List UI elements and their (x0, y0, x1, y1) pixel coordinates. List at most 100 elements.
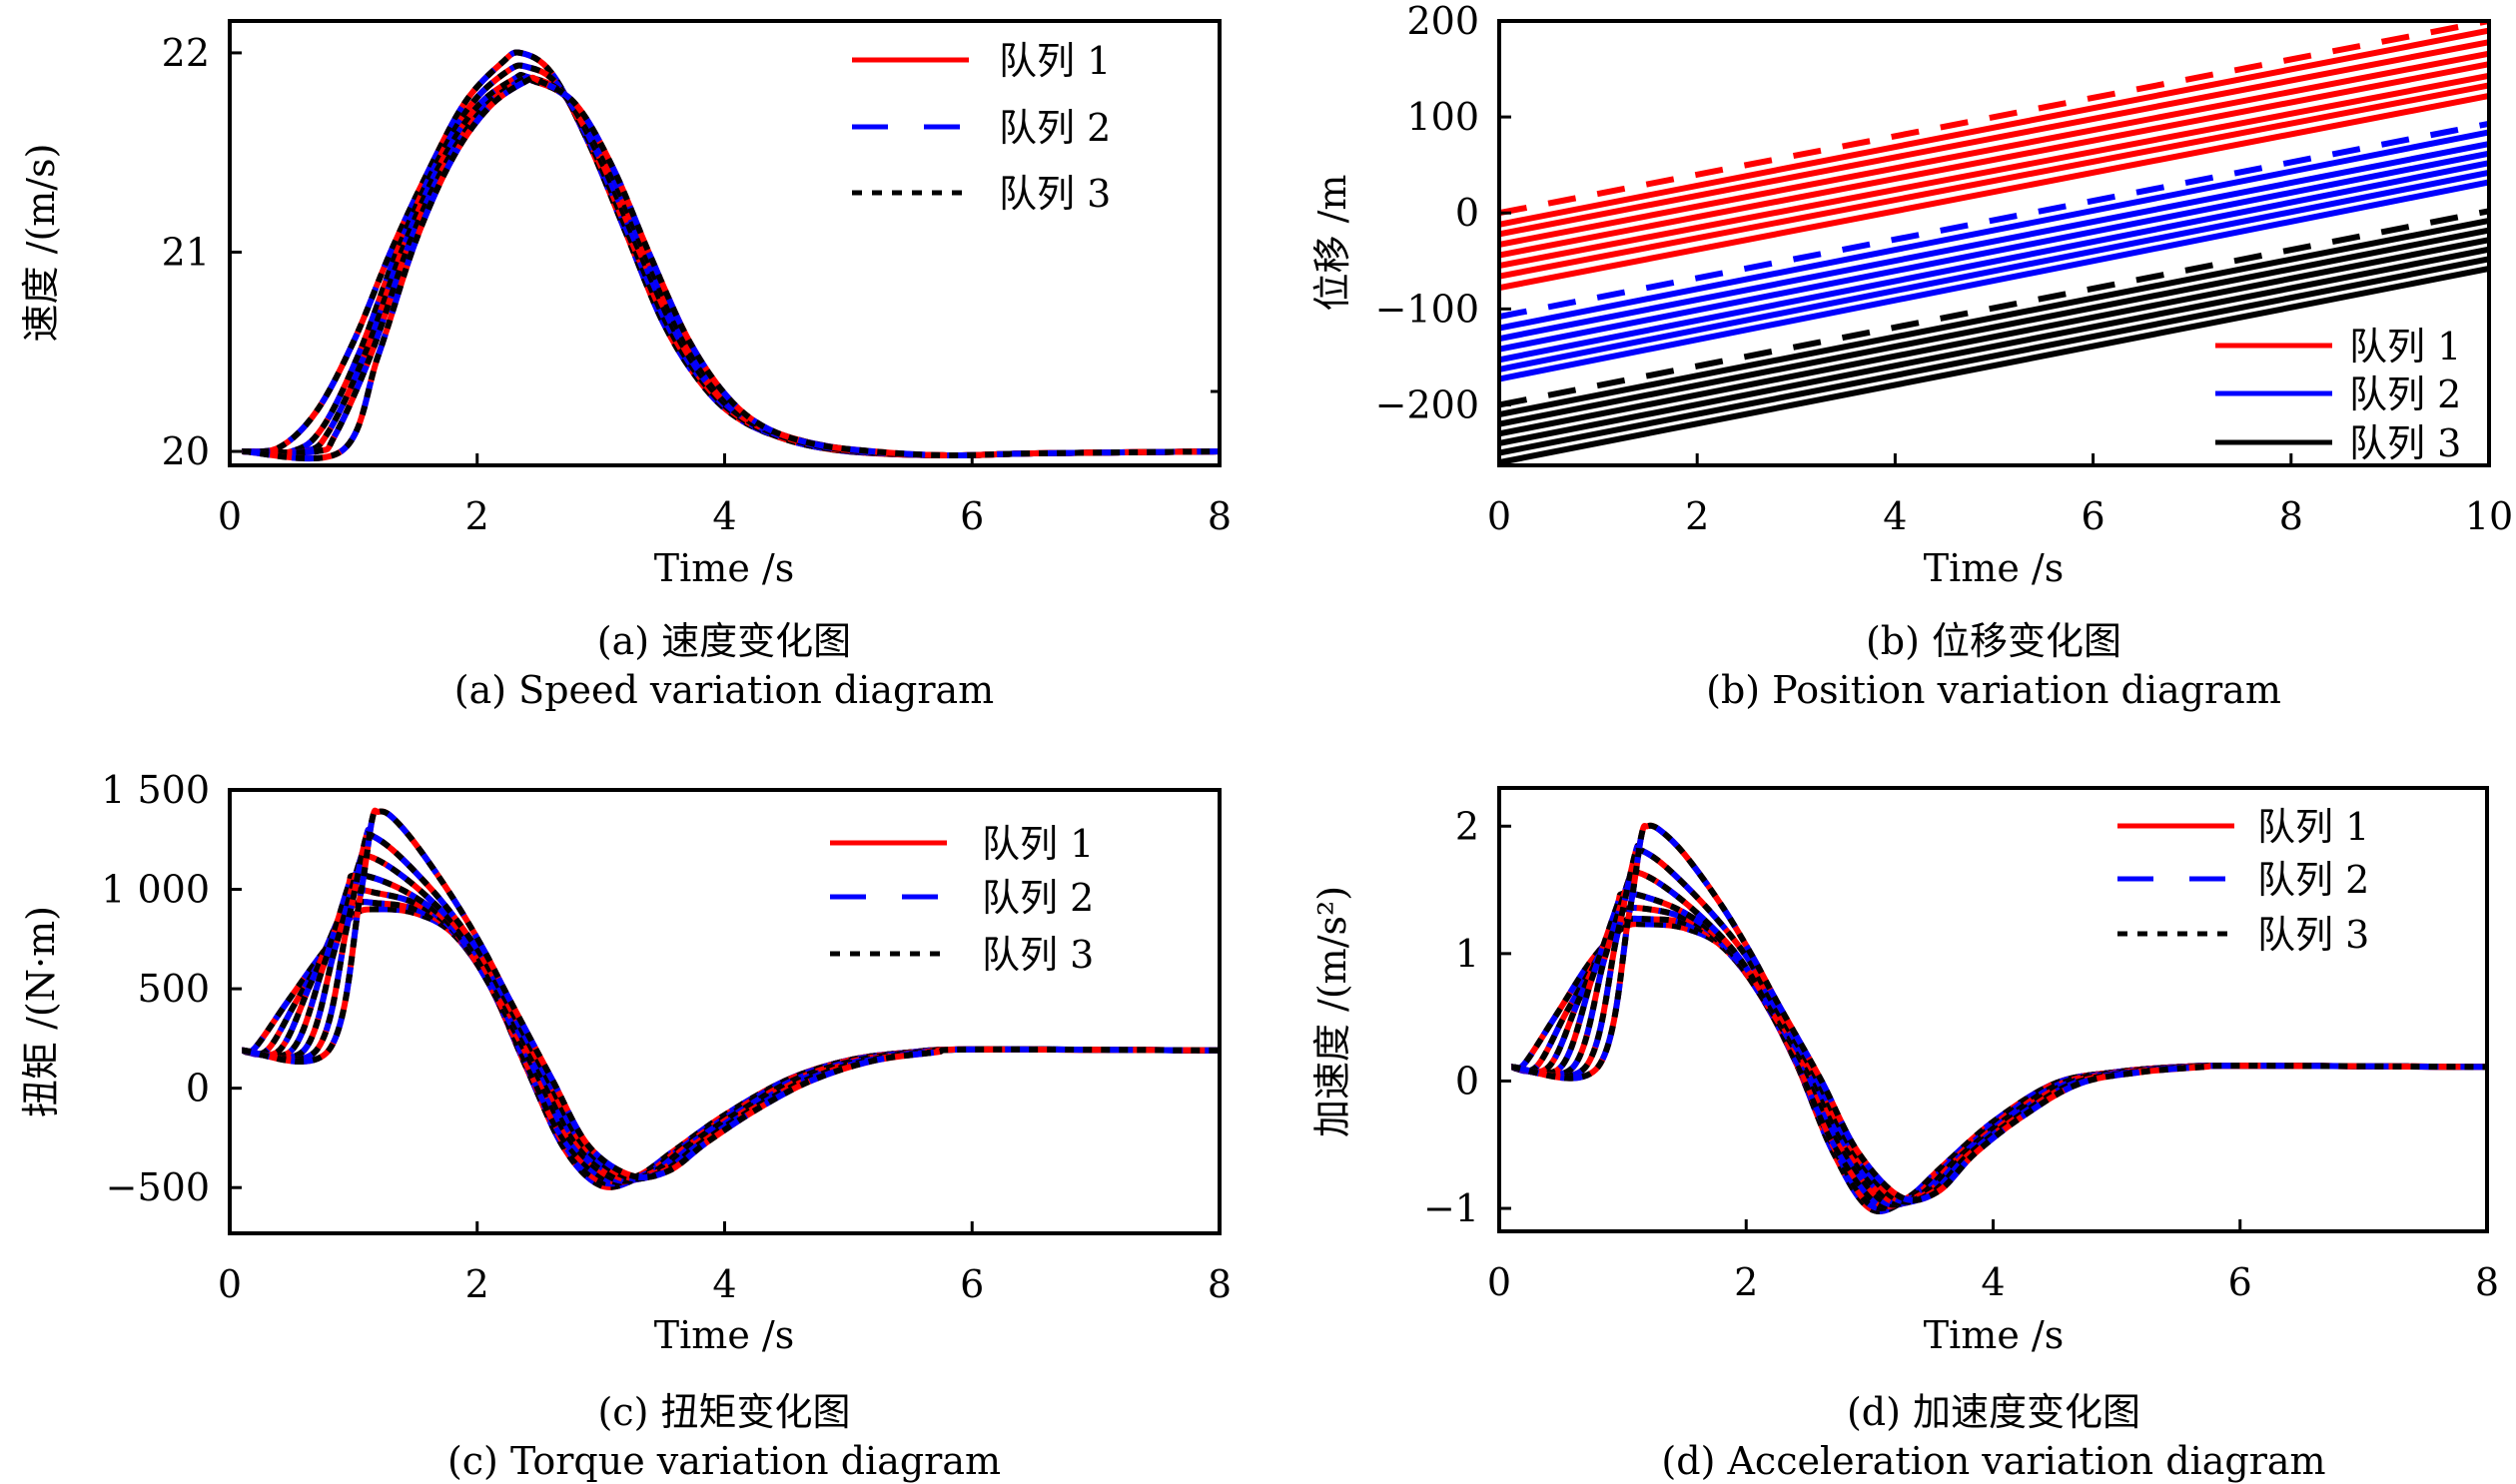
panel-a-legend: 队列 1 队列 2 队列 3 (852, 39, 1111, 216)
legend-label-3: 队列 3 (2349, 421, 2461, 465)
series-2-vehicle-6-line (242, 826, 1220, 1182)
y-tick-label: 0 (1455, 191, 1479, 235)
panel-b-frame (1497, 19, 2491, 467)
panel-b-x-axis-title: Time /s (1924, 546, 2064, 590)
series-1-vehicle-4-line (1499, 50, 2489, 248)
panel-d-caption-en: (d) Acceleration variation diagram (1661, 1439, 2325, 1483)
series-3-vehicle-7-line (1511, 822, 2487, 1203)
panel-c-caption-cn: (c) 扭矩变化图 (597, 1390, 850, 1434)
x-tick-label: 6 (960, 1262, 984, 1306)
series-2-vehicle-4-line (242, 872, 1220, 1184)
panel-c-caption-en: (c) Torque variation diagram (447, 1439, 1001, 1483)
panel-a-plot-area (242, 49, 1220, 462)
panel-b-y-axis-title: 位移 /m (1310, 175, 1354, 312)
series-3-vehicle-5-line (242, 74, 1220, 462)
series-3-vehicle-6-line (1499, 256, 2489, 456)
legend-label-1: 队列 1 (2349, 325, 2461, 369)
series-3-vehicle-3-line (1499, 227, 2489, 427)
x-tick-label: 8 (1208, 494, 1232, 538)
series-group (242, 49, 1220, 462)
panel-c-y-axis-title: 扭矩 /(N·m) (19, 906, 63, 1117)
x-tick-label: 0 (218, 1262, 242, 1306)
panel-d-plot-area (1510, 822, 2487, 1214)
series-1-vehicle-4-line (242, 872, 1220, 1184)
panel-d-x-axis-title: Time /s (1924, 1313, 2064, 1357)
x-tick-label: 6 (2082, 494, 2105, 538)
series-group (1510, 822, 2487, 1214)
x-tick-label: 4 (1981, 1260, 2005, 1304)
y-tick-label: −200 (1375, 382, 1479, 426)
y-tick-label: 22 (162, 31, 210, 75)
legend-label-1: 队列 1 (982, 822, 1094, 866)
series-group (1499, 21, 2489, 465)
x-tick-label: 6 (960, 494, 984, 538)
panel-c-legend: 队列 1 队列 2 队列 3 (830, 822, 1094, 977)
legend-label-2: 队列 2 (2349, 372, 2461, 416)
panel-c-x-axis-title: Time /s (654, 1313, 794, 1357)
panel-a-ticks: 0 2 4 6 8 20 21 22 (162, 31, 1232, 538)
legend-label-2: 队列 2 (2257, 858, 2369, 902)
y-tick-label: 500 (137, 967, 210, 1011)
series-3-vehicle-4-line (1499, 237, 2489, 437)
series-2-vehicle-7-line (242, 807, 1220, 1181)
x-tick-label: 8 (2279, 494, 2303, 538)
legend-label-2: 队列 2 (982, 876, 1094, 920)
y-tick-label: −1 (1423, 1186, 1479, 1230)
panel-d-y-axis-title: 加速度 /(m/s²) (1310, 886, 1354, 1137)
legend-label-3: 队列 3 (982, 933, 1094, 977)
series-3-vehicle-5-line (1499, 246, 2489, 446)
x-tick-label: 2 (1685, 494, 1709, 538)
legend-label-1: 队列 1 (999, 39, 1111, 83)
y-tick-label: 2 (1455, 804, 1479, 848)
panel-c-ticks: 0 2 4 6 8 −500 0 500 1 000 1 500 (101, 768, 1232, 1306)
series-1-vehicle-5-line (1499, 61, 2489, 259)
series-2-vehicle-3-line (1499, 141, 2489, 343)
y-tick-label: 1 (1455, 932, 1479, 976)
series-2-vehicle-2-line (1499, 129, 2489, 332)
y-tick-label: 1 500 (101, 768, 210, 812)
x-tick-label: 0 (1487, 494, 1511, 538)
series-1-vehicle-7-line (1499, 82, 2489, 280)
x-tick-label: 2 (465, 1262, 489, 1306)
series-3-vehicle-6-line (1511, 843, 2487, 1205)
series-1-vehicle-1-line (1499, 21, 2489, 217)
series-1-vehicle-8-line (1499, 93, 2489, 292)
panel-c-torque: 0 2 4 6 8 −500 0 500 1 000 1 500 Time /s 扭矩 /(N·m… (19, 768, 1232, 1483)
x-tick-label: 2 (465, 494, 489, 538)
x-tick-label: 4 (712, 494, 736, 538)
panel-a-caption-cn: (a) 速度变化图 (597, 619, 851, 663)
legend-label-2: 队列 2 (999, 106, 1111, 150)
series-2-vehicle-1-line (1499, 120, 2489, 320)
panel-b-position: 0 2 4 6 8 10 −200 −100 0 100 200 Time /s 位移 /m (b)… (1310, 0, 2513, 712)
y-tick-label: 0 (1455, 1059, 1479, 1103)
x-tick-label: 0 (218, 494, 242, 538)
series-3-vehicle-1-line (1499, 208, 2489, 408)
series-3-vehicle-4-line (242, 872, 1220, 1184)
panel-b-caption-cn: (b) 位移变化图 (1866, 619, 2121, 663)
y-tick-label: 1 000 (101, 868, 210, 912)
y-tick-label: −500 (106, 1165, 210, 1209)
panel-a-y-axis-title: 速度 /(m/s) (19, 144, 63, 343)
series-3-vehicle-5-line (242, 849, 1220, 1183)
panel-b-legend: 队列 1队列 2 队列 3 (2215, 325, 2461, 465)
series-2-vehicle-3-line (242, 72, 1220, 459)
series-2-vehicle-4-line (1499, 150, 2489, 353)
series-3-vehicle-7-line (1499, 266, 2489, 465)
series-1-vehicle-3-line (1499, 39, 2489, 238)
series-group (241, 807, 1220, 1190)
panel-b-caption-en: (b) Position variation diagram (1706, 668, 2281, 712)
x-tick-label: 0 (1487, 1260, 1511, 1304)
series-1-vehicle-6-line (1499, 72, 2489, 270)
panel-a-x-axis-title: Time /s (654, 546, 794, 590)
series-3-vehicle-2-line (1499, 217, 2489, 418)
x-tick-label: 10 (2465, 494, 2513, 538)
x-tick-label: 8 (2475, 1260, 2499, 1304)
panel-c-plot-area (241, 807, 1220, 1190)
series-2-vehicle-4-line (242, 74, 1220, 459)
series-2-vehicle-5-line (1499, 160, 2489, 364)
y-tick-label: 20 (162, 429, 210, 473)
y-tick-label: 0 (186, 1067, 210, 1111)
